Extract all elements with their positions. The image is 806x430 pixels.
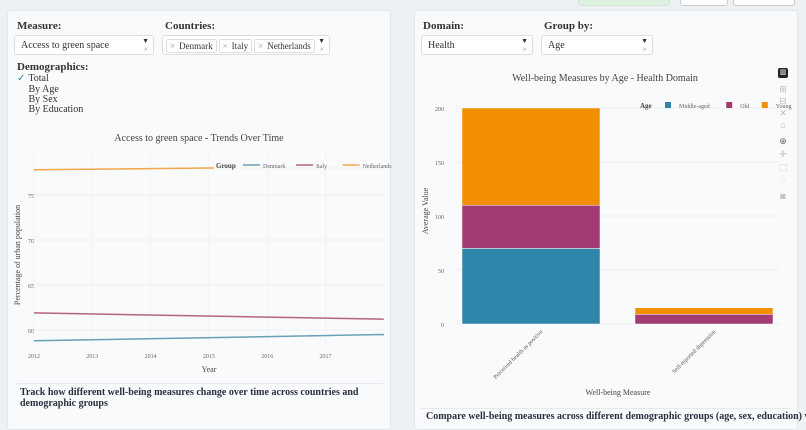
demographics-label: Demographics: <box>17 61 89 73</box>
x-axis-title: Year <box>202 365 217 374</box>
trends-panel <box>7 10 391 430</box>
caret-down-icon: ▼ <box>142 37 149 45</box>
y-axis-title: Average Value <box>421 187 430 234</box>
trends-line-chart: Access to green space - Trends Over Time… <box>13 133 393 374</box>
domain-value: Health <box>428 40 455 51</box>
comparison-bar-chart: Well-being Measures by Age - Health Doma… <box>421 73 792 397</box>
y-tick-label: 100 <box>435 215 444 221</box>
chip-netherlands: × Netherlands <box>254 39 315 53</box>
y-tick-label: 50 <box>438 269 444 275</box>
domain-label: Domain: <box>423 20 464 32</box>
home-icon[interactable]: ⌂ <box>780 120 786 130</box>
clear-icon[interactable]: × <box>522 45 527 54</box>
legend-swatch <box>665 102 671 108</box>
camera-icon[interactable]: ◙ <box>780 191 786 201</box>
trends-description: Track how different well-being measures … <box>20 387 359 409</box>
top-button-1[interactable] <box>680 0 728 6</box>
pan-icon[interactable]: ✛ <box>779 149 787 159</box>
bar-middle-aged <box>461 248 601 325</box>
group-by-value: Age <box>548 40 565 51</box>
y-tick-label: 150 <box>435 161 444 167</box>
checkbox-total[interactable]: ✓ Total <box>17 73 49 84</box>
measure-value: Access to green space <box>21 40 110 51</box>
checkbox-by-education[interactable]: By Education <box>17 104 84 115</box>
autoscale-icon[interactable]: ✕ <box>779 108 787 118</box>
y-tick-label: 60 <box>28 329 34 335</box>
y-tick-label: 65 <box>28 284 34 290</box>
legend-swatch <box>726 102 733 108</box>
caret-down-icon: ▼ <box>641 37 648 45</box>
series-line-denmark <box>33 333 384 342</box>
checkbox-label: By Age <box>28 84 59 95</box>
zoom-out-icon[interactable]: ⊟ <box>779 96 787 106</box>
chart-title: Well-being Measures by Age - Health Doma… <box>512 73 698 84</box>
series-line-italy <box>33 312 384 320</box>
comparison-description: Compare well-being measures across diffe… <box>426 411 806 422</box>
caret-down-icon: ▼ <box>318 37 325 45</box>
y-tick-label: 75 <box>28 194 34 200</box>
chip-italy: × Italy <box>218 39 253 53</box>
x-tick-label: Perceived health as positive <box>493 329 545 381</box>
group-by-dropdown[interactable]: Age ▼ × <box>541 35 653 55</box>
chip-label: Netherlands <box>267 41 311 51</box>
bar-old <box>634 314 774 325</box>
legend-title: Group <box>216 162 236 170</box>
legend-label: Middle-aged <box>679 104 710 110</box>
checkbox-label: By Education <box>28 104 84 115</box>
zoom-in-icon[interactable]: ⊞ <box>779 84 787 94</box>
remove-icon[interactable]: × <box>222 41 228 51</box>
chip-denmark: × Denmark <box>166 39 217 53</box>
legend-swatch <box>761 102 768 108</box>
legend-label: Italy <box>316 164 327 170</box>
y-axis-title: Percentage of urban population <box>13 205 22 305</box>
domain-dropdown[interactable]: Health ▼ × <box>421 35 533 55</box>
chip-label: Denmark <box>179 41 213 51</box>
y-tick-label: 70 <box>28 239 34 245</box>
x-tick-label: 2013 <box>86 354 98 360</box>
checkbox-label: Total <box>28 73 49 84</box>
x-tick-label: 2014 <box>145 354 157 360</box>
clear-icon[interactable]: × <box>143 45 148 54</box>
bar-young <box>461 107 601 206</box>
x-tick-label: 2016 <box>261 354 273 360</box>
top-green-button[interactable] <box>578 0 670 6</box>
x-tick-label: 2012 <box>28 354 40 360</box>
checkbox-by-age[interactable]: By Age <box>17 84 59 95</box>
y-tick-label: 200 <box>435 107 444 113</box>
caret-down-icon: ▼ <box>521 37 528 45</box>
checkbox-label: By Sex <box>28 94 58 105</box>
remove-icon[interactable]: × <box>170 41 176 51</box>
legend-title: Age <box>640 102 652 110</box>
countries-dropdown[interactable]: × Denmark × Italy × Netherlands ▼ × <box>162 35 330 55</box>
checkbox-by-sex[interactable]: By Sex <box>17 94 58 105</box>
measure-label: Measure: <box>17 20 62 32</box>
x-tick-label: 2017 <box>320 354 332 360</box>
check-icon: ✓ <box>17 73 26 84</box>
remove-icon[interactable]: × <box>258 41 264 51</box>
chart-title: Access to green space - Trends Over Time <box>114 133 284 144</box>
measure-dropdown[interactable]: Access to green space ▼ × <box>14 35 154 55</box>
lasso-select-icon[interactable]: ◌ <box>780 174 786 184</box>
x-axis-title: Well-being Measure <box>586 388 651 397</box>
box-select-icon[interactable]: ⬚ <box>778 162 788 172</box>
chip-label: Italy <box>231 41 249 51</box>
legend-label: Young <box>776 104 792 110</box>
clear-icon[interactable]: × <box>319 45 324 54</box>
bar-old <box>461 204 601 249</box>
zoom-icon[interactable]: ⊕ <box>779 136 787 146</box>
legend-label: Denmark <box>263 164 285 170</box>
group-by-label: Group by: <box>544 20 594 32</box>
plotly-logo-icon[interactable]: ▥ <box>778 68 788 78</box>
clear-icon[interactable]: × <box>642 45 647 54</box>
legend-label: Netherlands <box>363 164 393 170</box>
legend-label: Old <box>740 104 749 110</box>
bar-young <box>634 307 774 315</box>
x-tick-label: Self-reported depression <box>671 328 718 375</box>
countries-label: Countries: <box>165 20 216 32</box>
x-tick-label: 2015 <box>203 354 215 360</box>
y-tick-label: 0 <box>441 323 444 329</box>
top-button-2[interactable] <box>733 0 795 6</box>
